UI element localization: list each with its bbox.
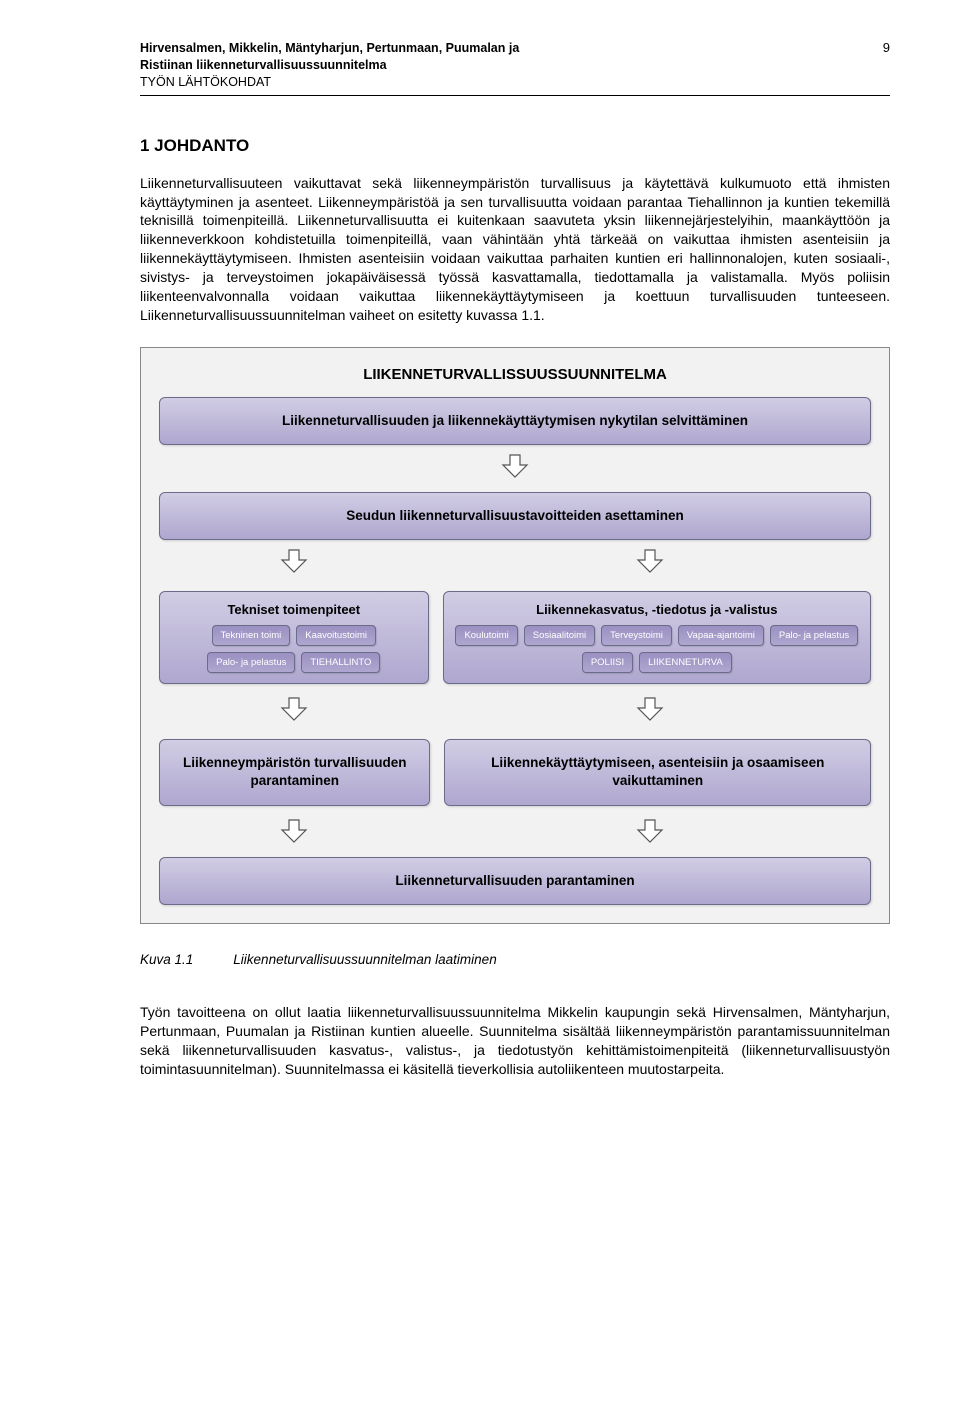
arrow-down-icon xyxy=(430,548,871,579)
diagram-right-chips: Koulutoimi Sosiaalitoimi Terveystoimi Vapaa… xyxy=(452,625,862,673)
diagram-container: LIIKENNETURVALLISSUUSSUUNNITELMA Liikenn… xyxy=(140,347,890,924)
diagram-chip: Tekninen toimi xyxy=(212,625,291,646)
diagram-chip: POLIISI xyxy=(582,652,633,673)
figure-caption: Kuva 1.1 Liikenneturvallisuussuunnitelma… xyxy=(140,952,890,967)
paragraph-1: Liikenneturvallisuuteen vaikuttavat sekä… xyxy=(140,174,890,325)
header-line2: Ristiinan liikenneturvallisuussuunnitelm… xyxy=(140,57,519,74)
diagram-chip: Vapaa-ajantoimi xyxy=(678,625,764,646)
page-header: Hirvensalmen, Mikkelin, Mäntyharjun, Per… xyxy=(140,40,890,96)
diagram-box-tavoitteet: Seudun liikenneturvallisuustavoitteiden … xyxy=(159,492,871,540)
diagram-chip: LIIKENNETURVA xyxy=(639,652,732,673)
diagram-box-nykytila: Liikenneturvallisuuden ja liikennekäyttä… xyxy=(159,397,871,445)
arrow-converge-row xyxy=(159,810,871,857)
page-number: 9 xyxy=(883,40,890,55)
diagram-result-left: Liikenneympäristön turvallisuuden parant… xyxy=(159,739,430,805)
diagram-chip: TIEHALLINTO xyxy=(301,652,380,673)
diagram-result-right: Liikennekäyttäytymiseen, asenteisiin ja … xyxy=(444,739,871,805)
diagram-chip: Kaavoitustoimi xyxy=(296,625,376,646)
diagram-left-box: Tekniset toimenpiteet Tekninen toimiKaav… xyxy=(159,591,429,684)
diagram-right-title: Liikennekasvatus, -tiedotus ja -valistus xyxy=(452,602,862,617)
diagram-chip: Palo- ja pelastus xyxy=(207,652,295,673)
header-text-block: Hirvensalmen, Mikkelin, Mäntyharjun, Per… xyxy=(140,40,519,91)
arrow-down-icon xyxy=(430,818,871,849)
arrow-down-icon xyxy=(159,818,430,849)
diagram-left-title: Tekniset toimenpiteet xyxy=(168,602,420,617)
caption-text: Liikenneturvallisuussuunnitelman laatimi… xyxy=(233,952,496,967)
header-line3: TYÖN LÄHTÖKOHDAT xyxy=(140,74,519,91)
diagram-two-column: Tekniset toimenpiteet Tekninen toimiKaav… xyxy=(159,591,871,684)
arrow-down-icon xyxy=(430,696,871,727)
section-heading: 1 JOHDANTO xyxy=(140,136,890,156)
diagram-chip: Terveystoimi xyxy=(601,625,672,646)
paragraph-2: Työn tavoitteena on ollut laatia liikenn… xyxy=(140,1003,890,1079)
diagram-right-box: Liikennekasvatus, -tiedotus ja -valistus… xyxy=(443,591,871,684)
arrow-down-icon xyxy=(159,696,430,727)
header-line1: Hirvensalmen, Mikkelin, Mäntyharjun, Per… xyxy=(140,40,519,57)
diagram-result-row: Liikenneympäristön turvallisuuden parant… xyxy=(159,739,871,805)
diagram-left-chips: Tekninen toimiKaavoitustoimiPalo- ja pel… xyxy=(168,625,420,673)
arrow-split-row xyxy=(159,540,871,587)
diagram-final-box: Liikenneturvallisuuden parantaminen xyxy=(159,857,871,905)
diagram-chip: Palo- ja pelastus xyxy=(770,625,858,646)
caption-label: Kuva 1.1 xyxy=(140,952,193,967)
arrow-down-icon xyxy=(159,548,430,579)
arrow-down-icon xyxy=(159,453,871,484)
page: Hirvensalmen, Mikkelin, Mäntyharjun, Per… xyxy=(0,0,960,1150)
diagram-chip: Sosiaalitoimi xyxy=(524,625,595,646)
diagram-title: LIIKENNETURVALLISSUUSSUUNNITELMA xyxy=(159,366,871,383)
arrow-pair-row xyxy=(159,688,871,735)
diagram-chip: Koulutoimi xyxy=(455,625,517,646)
